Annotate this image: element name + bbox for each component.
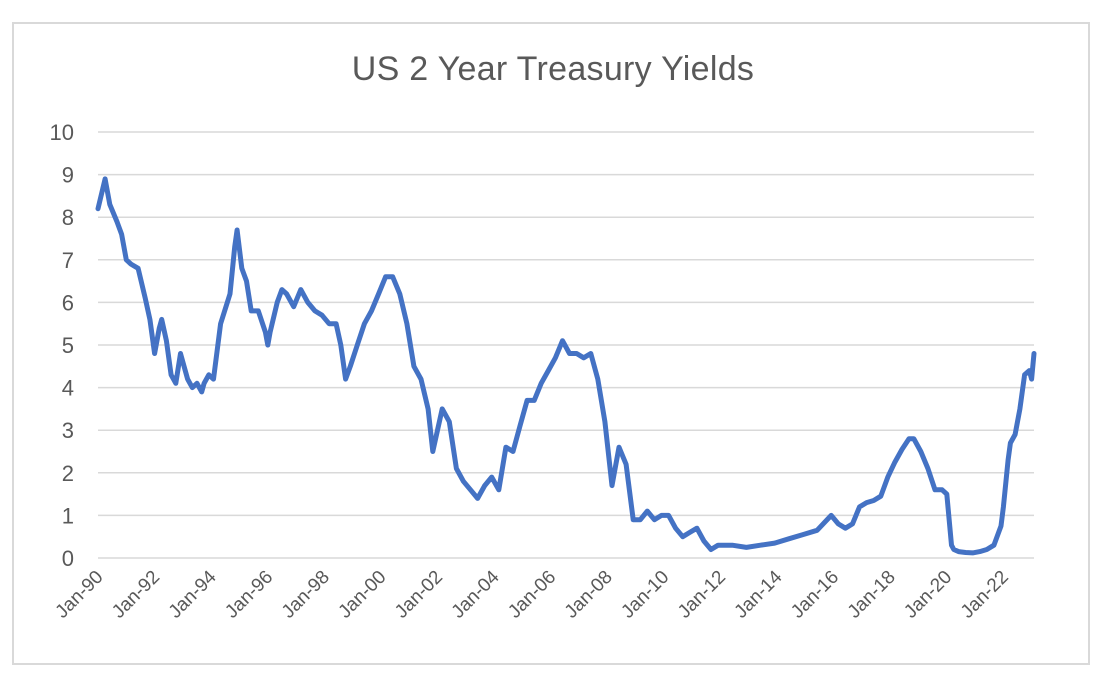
x-tick-label: Jan-00 bbox=[335, 567, 391, 623]
y-tick-label: 0 bbox=[62, 546, 74, 571]
x-tick-label: Jan-02 bbox=[391, 567, 447, 623]
y-tick-label: 2 bbox=[62, 461, 74, 486]
x-tick-label: Jan-16 bbox=[787, 567, 843, 623]
x-tick-label: Jan-22 bbox=[957, 567, 1013, 623]
y-tick-label: 3 bbox=[62, 418, 74, 443]
y-tick-label: 8 bbox=[62, 205, 74, 230]
x-tick-label: Jan-14 bbox=[731, 566, 787, 622]
x-tick-label: Jan-18 bbox=[844, 567, 900, 623]
x-tick-label: Jan-20 bbox=[900, 567, 956, 623]
x-tick-label: Jan-12 bbox=[674, 567, 730, 623]
y-tick-label: 1 bbox=[62, 503, 74, 528]
y-tick-label: 6 bbox=[62, 290, 74, 315]
y-tick-label: 5 bbox=[62, 333, 74, 358]
x-tick-label: Jan-06 bbox=[504, 567, 560, 623]
y-tick-label: 9 bbox=[62, 163, 74, 188]
x-tick-label: Jan-92 bbox=[108, 567, 164, 623]
x-tick-label: Jan-96 bbox=[221, 567, 277, 623]
y-tick-label: 7 bbox=[62, 248, 74, 273]
x-tick-label: Jan-90 bbox=[52, 567, 108, 623]
x-tick-label: Jan-94 bbox=[165, 566, 221, 622]
y-tick-label: 4 bbox=[62, 376, 74, 401]
x-tick-label: Jan-10 bbox=[617, 567, 673, 623]
x-tick-label: Jan-08 bbox=[561, 567, 617, 623]
x-tick-label: Jan-98 bbox=[278, 567, 334, 623]
y-axis-ticks: 0 1 2 3 4 5 6 7 8 9 10 bbox=[50, 120, 74, 571]
chart-title: US 2 Year Treasury Yields bbox=[351, 50, 755, 88]
x-tick-label: Jan-04 bbox=[448, 566, 504, 622]
x-axis-ticks: Jan-90 Jan-92 Jan-94 Jan-96 Jan-98 Jan-00 Jan-… bbox=[52, 566, 1013, 622]
series-line bbox=[95, 176, 1037, 556]
y-tick-label: 10 bbox=[50, 120, 74, 145]
